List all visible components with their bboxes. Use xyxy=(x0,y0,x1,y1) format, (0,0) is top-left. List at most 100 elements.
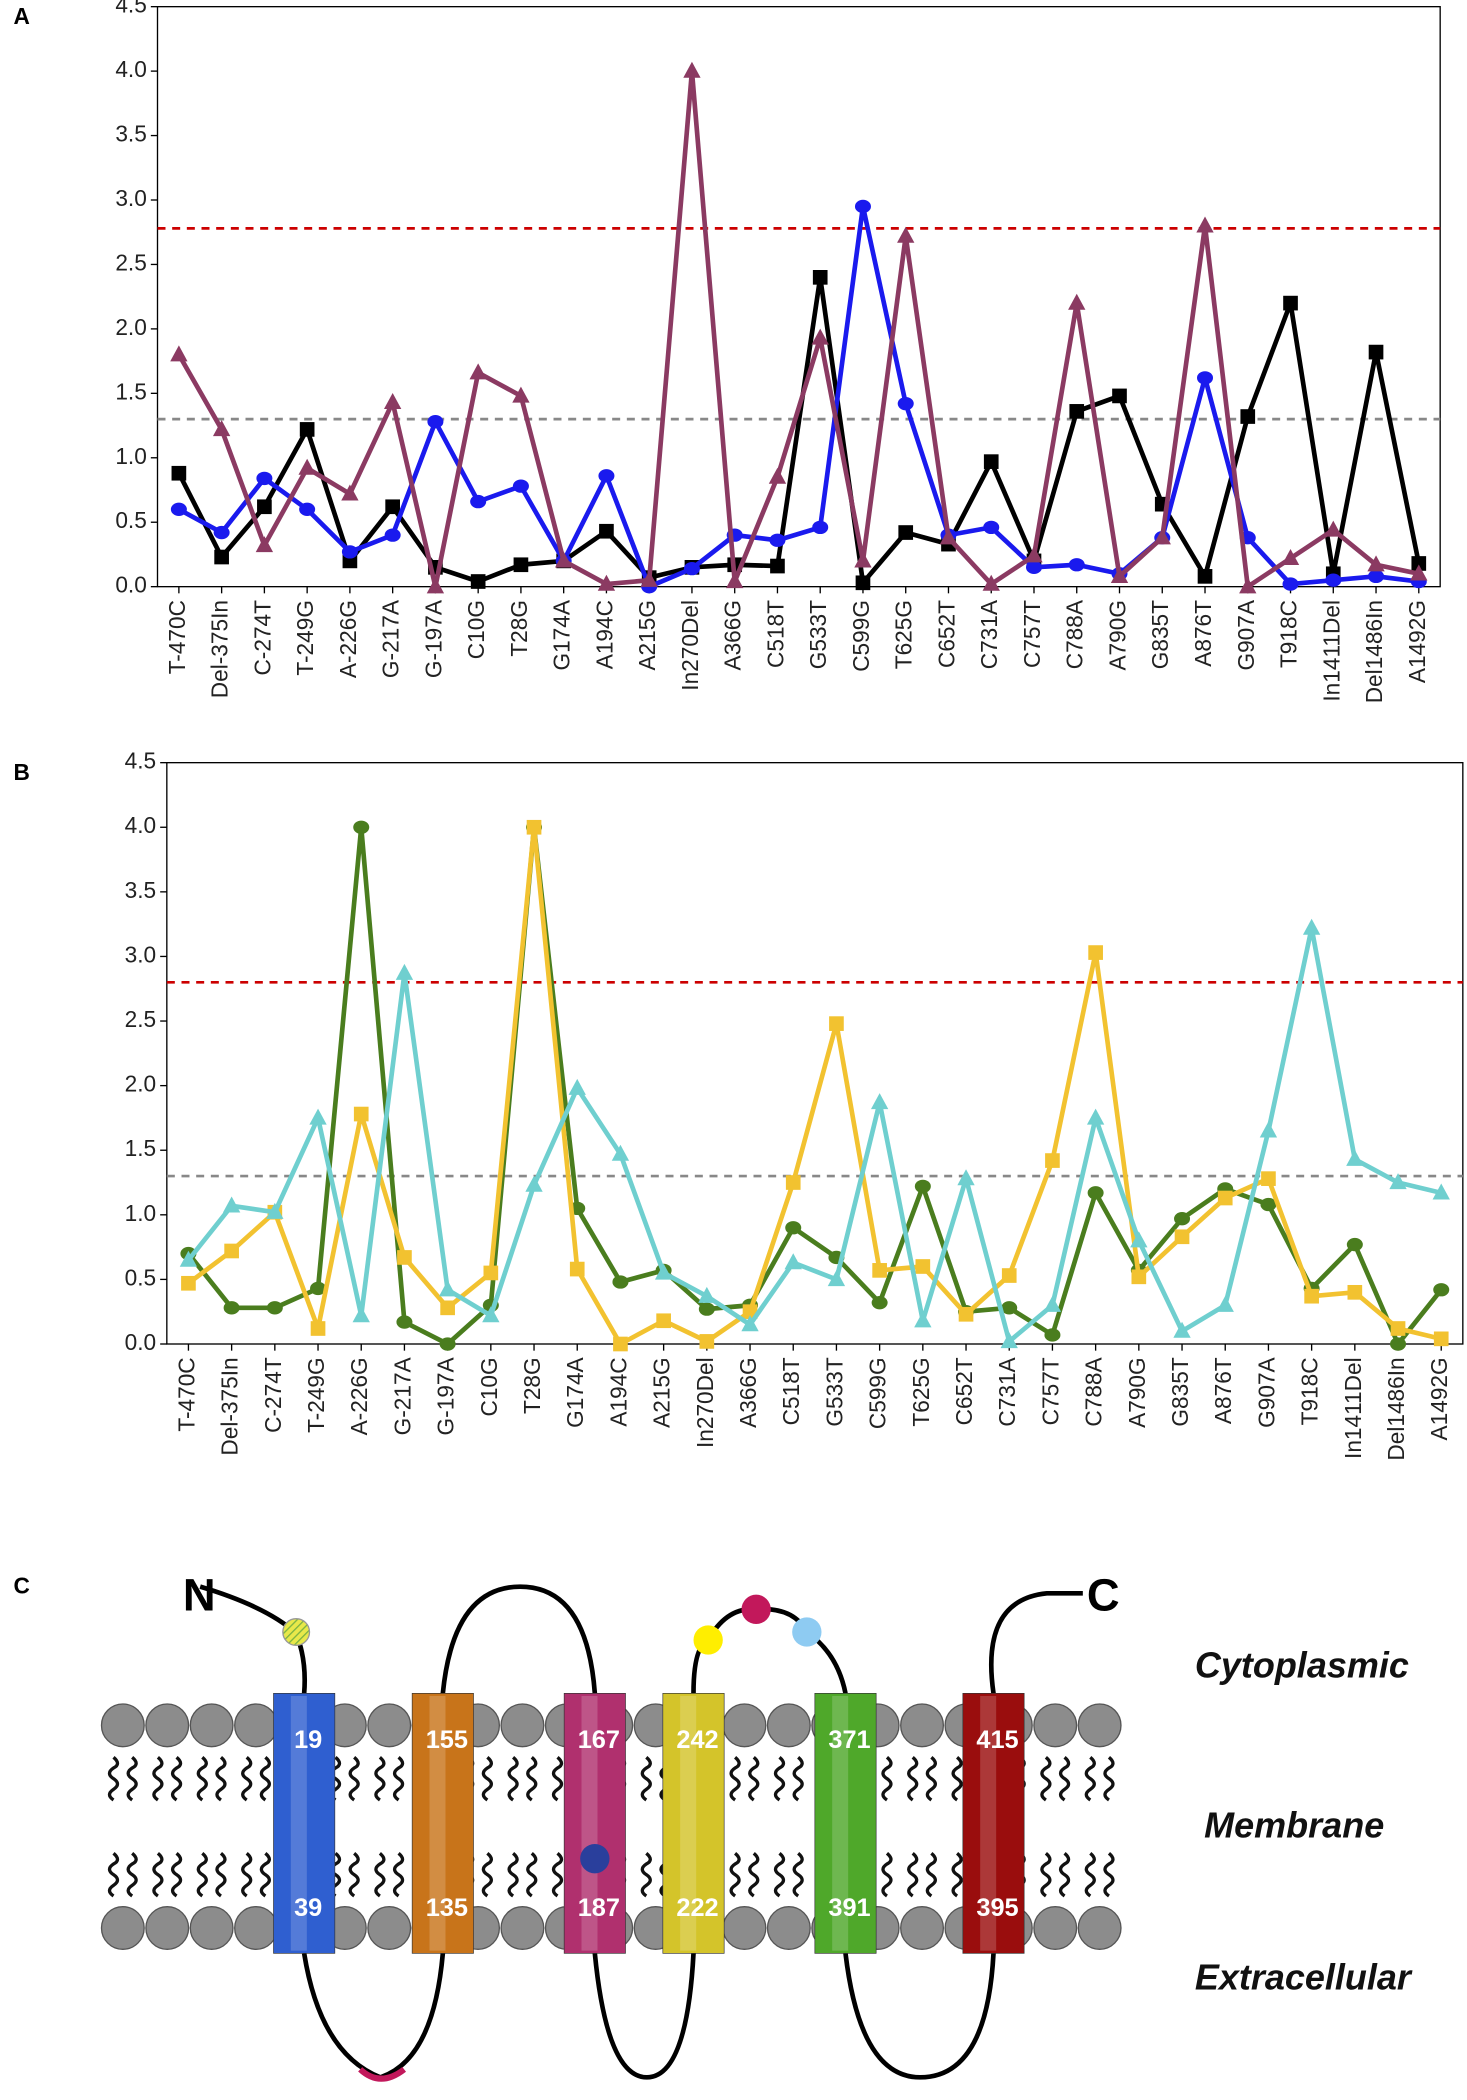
x-tick-label: T-470C xyxy=(173,1357,199,1431)
point xyxy=(397,1250,412,1265)
point xyxy=(341,545,358,559)
region-label: Extracellular xyxy=(1195,1956,1413,1997)
y-tick-label: 4.0 xyxy=(125,812,157,838)
point xyxy=(257,499,272,515)
point xyxy=(854,551,872,568)
point xyxy=(1324,520,1342,537)
series-line xyxy=(187,824,1442,1347)
point xyxy=(1174,1212,1191,1226)
point xyxy=(1433,1283,1450,1297)
point xyxy=(897,226,915,243)
plot-frame xyxy=(156,5,1441,588)
point xyxy=(1411,556,1427,571)
lipid-tail xyxy=(640,1756,652,1802)
point xyxy=(223,1301,240,1315)
x-tick-label: C599G xyxy=(848,600,874,672)
point xyxy=(597,574,616,591)
point xyxy=(1110,567,1129,584)
lipid-tail xyxy=(107,1756,120,1802)
point xyxy=(483,1265,499,1281)
lipid-head xyxy=(234,1906,279,1950)
x-tick-label: G835T xyxy=(1147,600,1173,669)
helix-end: 395 xyxy=(976,1894,1018,1922)
x-tick-label: A366G xyxy=(735,1357,761,1428)
lipid-head xyxy=(900,1906,945,1950)
y-tick-label: 2.0 xyxy=(115,314,146,340)
lipid-tail xyxy=(107,1852,120,1898)
lipid-tail xyxy=(881,1852,893,1898)
point xyxy=(1259,1121,1278,1138)
point xyxy=(525,1175,543,1192)
x-tick-label: T625G xyxy=(891,600,917,669)
x-tick-label: A194C xyxy=(591,600,617,669)
point xyxy=(914,1179,931,1194)
point xyxy=(812,520,829,535)
point xyxy=(1347,1284,1363,1300)
point xyxy=(222,1196,241,1213)
point xyxy=(1068,293,1086,310)
x-tick-label: A790G xyxy=(1104,600,1130,671)
point xyxy=(1044,1328,1061,1342)
helix-start: 155 xyxy=(426,1726,468,1754)
point xyxy=(1196,216,1214,233)
point xyxy=(256,471,273,486)
point xyxy=(1302,918,1321,935)
point xyxy=(914,1311,932,1328)
lipid-tail xyxy=(729,1756,741,1802)
point xyxy=(829,1016,844,1031)
x-tick-label: G-197A xyxy=(420,599,446,678)
helix xyxy=(662,1693,725,1954)
lipid-tail xyxy=(526,1756,538,1802)
y-tick-label: 4.5 xyxy=(115,0,146,18)
point xyxy=(1173,1321,1191,1338)
x-tick-label: A876T xyxy=(1190,600,1216,667)
point xyxy=(827,1270,846,1287)
point xyxy=(526,819,542,835)
point xyxy=(1001,1301,1018,1315)
lipid-tail xyxy=(1058,1756,1071,1802)
point xyxy=(1260,1197,1277,1212)
x-tick-label: G533T xyxy=(821,1357,847,1426)
point xyxy=(613,1336,628,1352)
point xyxy=(957,1169,975,1186)
point xyxy=(426,577,445,594)
point xyxy=(310,1281,327,1296)
point xyxy=(427,415,444,429)
x-tick-label: T28G xyxy=(519,1357,545,1414)
point xyxy=(266,1301,283,1315)
lipid-tail xyxy=(1040,1852,1052,1898)
point xyxy=(1367,555,1385,572)
x-tick-label: C-274T xyxy=(260,1357,286,1433)
point xyxy=(769,533,786,547)
point xyxy=(870,1093,889,1110)
point xyxy=(569,1261,585,1277)
y-tick-label: 1.0 xyxy=(125,1200,157,1226)
lipid-tail xyxy=(170,1852,183,1898)
lipid-tail xyxy=(907,1756,919,1802)
x-tick-label: C518T xyxy=(778,1357,804,1425)
lipid-tail xyxy=(1084,1756,1096,1802)
x-tick-label: In1411Del xyxy=(1318,600,1344,702)
lipid-tail xyxy=(1084,1852,1096,1898)
lipid-tail xyxy=(392,1852,405,1898)
point xyxy=(699,1334,715,1349)
lipid-tail xyxy=(215,1756,227,1802)
lipid-tail xyxy=(507,1756,519,1802)
point xyxy=(1346,1149,1364,1166)
lipid-tail xyxy=(126,1852,138,1898)
lipid-tail xyxy=(215,1852,227,1898)
lipid-tail xyxy=(1103,1756,1115,1802)
x-tick-label: G907A xyxy=(1233,599,1259,670)
point xyxy=(512,386,530,403)
x-tick-label: A876T xyxy=(1210,1357,1236,1424)
point xyxy=(897,396,914,411)
lipid-tail xyxy=(481,1852,494,1898)
x-tick-label: C731A xyxy=(976,599,1002,669)
point xyxy=(855,575,871,591)
point xyxy=(1325,573,1342,587)
point xyxy=(612,1275,629,1289)
lipid-head xyxy=(189,1906,234,1950)
point xyxy=(983,520,1000,535)
lipid-head xyxy=(766,1703,811,1748)
lipid-tail xyxy=(152,1852,164,1898)
